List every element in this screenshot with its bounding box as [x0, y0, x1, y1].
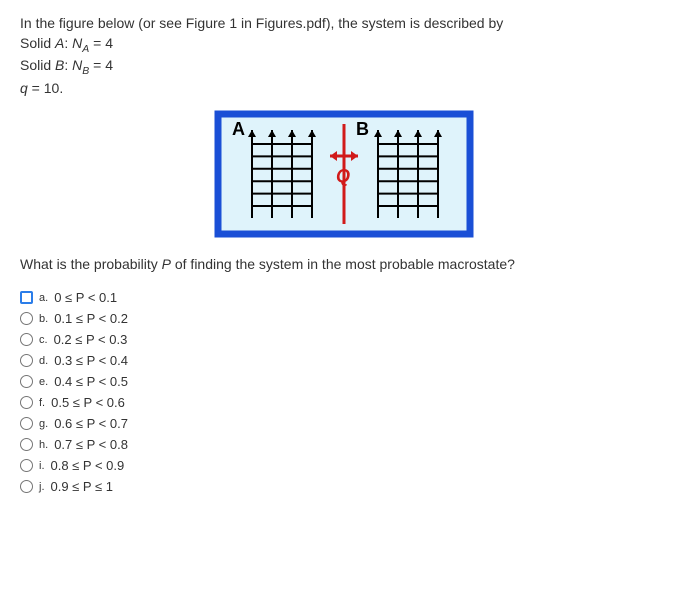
question-line-1: In the figure below (or see Figure 1 in …: [20, 14, 667, 34]
question-line-solidB: Solid B: NB = 4: [20, 56, 667, 78]
option-letter: i.: [39, 460, 45, 472]
option-text: 0.8 ≤ P < 0.9: [51, 458, 125, 473]
option-letter: g.: [39, 418, 48, 430]
option-row[interactable]: i. 0.8 ≤ P < 0.9: [20, 458, 667, 473]
option-text: 0.4 ≤ P < 0.5: [54, 374, 128, 389]
option-row[interactable]: g. 0.6 ≤ P < 0.7: [20, 416, 667, 431]
option-row[interactable]: h. 0.7 ≤ P < 0.8: [20, 437, 667, 452]
option-letter: b.: [39, 313, 48, 325]
option-letter: e.: [39, 376, 48, 388]
radio-icon[interactable]: [20, 354, 33, 367]
option-row[interactable]: e. 0.4 ≤ P < 0.5: [20, 374, 667, 389]
option-letter: d.: [39, 355, 48, 367]
svg-text:Q: Q: [336, 166, 350, 186]
radio-icon[interactable]: [20, 375, 33, 388]
option-text: 0.9 ≤ P ≤ 1: [51, 479, 113, 494]
option-text: 0.7 ≤ P < 0.8: [54, 437, 128, 452]
question-text: In the figure below (or see Figure 1 in …: [20, 14, 667, 98]
radio-icon[interactable]: [20, 333, 33, 346]
option-text: 0.1 ≤ P < 0.2: [54, 311, 128, 326]
option-row[interactable]: c. 0.2 ≤ P < 0.3: [20, 332, 667, 347]
question-line-solidA: Solid A: NA = 4: [20, 34, 667, 56]
option-row[interactable]: d. 0.3 ≤ P < 0.4: [20, 353, 667, 368]
option-row[interactable]: f. 0.5 ≤ P < 0.6: [20, 395, 667, 410]
checkbox-icon[interactable]: [20, 291, 33, 304]
svg-text:B: B: [356, 119, 369, 139]
option-letter: j.: [39, 481, 45, 493]
radio-icon[interactable]: [20, 438, 33, 451]
svg-text:A: A: [232, 119, 245, 139]
prompt-text: What is the probability P of finding the…: [20, 256, 667, 272]
radio-icon[interactable]: [20, 417, 33, 430]
option-row[interactable]: b. 0.1 ≤ P < 0.2: [20, 311, 667, 326]
option-letter: f.: [39, 397, 45, 409]
option-row[interactable]: a. 0 ≤ P < 0.1: [20, 290, 667, 305]
einstein-solid-figure: A B Q: [214, 110, 474, 238]
radio-icon[interactable]: [20, 459, 33, 472]
option-text: 0.6 ≤ P < 0.7: [54, 416, 128, 431]
option-text: 0.5 ≤ P < 0.6: [51, 395, 125, 410]
option-letter: a.: [39, 292, 48, 304]
option-row[interactable]: j. 0.9 ≤ P ≤ 1: [20, 479, 667, 494]
question-line-q: q = 10.: [20, 79, 667, 99]
radio-icon[interactable]: [20, 396, 33, 409]
option-letter: h.: [39, 439, 48, 451]
answer-options: a. 0 ≤ P < 0.1 b. 0.1 ≤ P < 0.2 c. 0.2 ≤ P < …: [20, 290, 667, 494]
figure-wrap: A B Q: [20, 110, 667, 238]
radio-icon[interactable]: [20, 312, 33, 325]
radio-icon[interactable]: [20, 480, 33, 493]
option-text: 0 ≤ P < 0.1: [54, 290, 117, 305]
option-text: 0.3 ≤ P < 0.4: [54, 353, 128, 368]
option-letter: c.: [39, 334, 48, 346]
option-text: 0.2 ≤ P < 0.3: [54, 332, 128, 347]
